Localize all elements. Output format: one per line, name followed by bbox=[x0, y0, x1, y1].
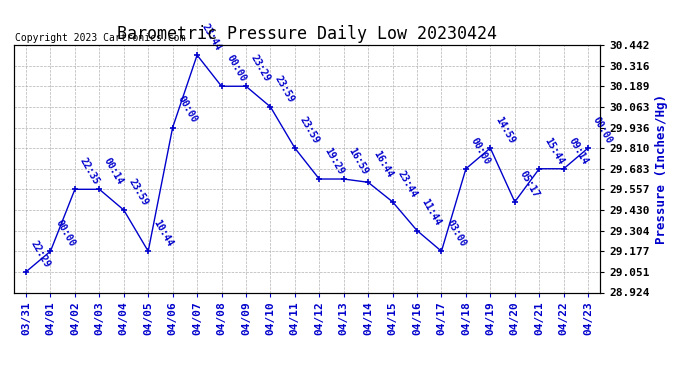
Text: 00:00: 00:00 bbox=[175, 94, 199, 125]
Text: 09:14: 09:14 bbox=[566, 135, 590, 166]
Text: 00:00: 00:00 bbox=[591, 115, 614, 145]
Text: 00:00: 00:00 bbox=[469, 135, 492, 166]
Title: Barometric Pressure Daily Low 20230424: Barometric Pressure Daily Low 20230424 bbox=[117, 26, 497, 44]
Text: 14:59: 14:59 bbox=[493, 115, 516, 145]
Text: 22:35: 22:35 bbox=[78, 156, 101, 186]
Text: 23:44: 23:44 bbox=[395, 169, 419, 199]
Text: 03:00: 03:00 bbox=[444, 218, 468, 249]
Text: 00:00: 00:00 bbox=[53, 218, 77, 249]
Text: 05:17: 05:17 bbox=[518, 169, 541, 199]
Text: 10:44: 10:44 bbox=[151, 218, 175, 249]
Text: 00:14: 00:14 bbox=[102, 156, 126, 186]
Text: 16:44: 16:44 bbox=[371, 149, 394, 180]
Text: 15:44: 15:44 bbox=[542, 135, 565, 166]
Text: 00:00: 00:00 bbox=[224, 53, 248, 84]
Text: Copyright 2023 Cartronics.com: Copyright 2023 Cartronics.com bbox=[15, 33, 186, 42]
Text: 19:29: 19:29 bbox=[322, 146, 346, 176]
Text: 23:59: 23:59 bbox=[126, 177, 150, 207]
Text: 16:59: 16:59 bbox=[346, 146, 370, 176]
Text: 22:29: 22:29 bbox=[29, 238, 52, 269]
Text: 11:44: 11:44 bbox=[420, 197, 443, 228]
Text: 23:44: 23:44 bbox=[200, 22, 223, 53]
Text: 23:59: 23:59 bbox=[273, 74, 297, 104]
Y-axis label: Pressure (Inches/Hg): Pressure (Inches/Hg) bbox=[656, 94, 669, 244]
Text: 23:59: 23:59 bbox=[297, 115, 321, 145]
Text: 23:29: 23:29 bbox=[248, 53, 272, 84]
